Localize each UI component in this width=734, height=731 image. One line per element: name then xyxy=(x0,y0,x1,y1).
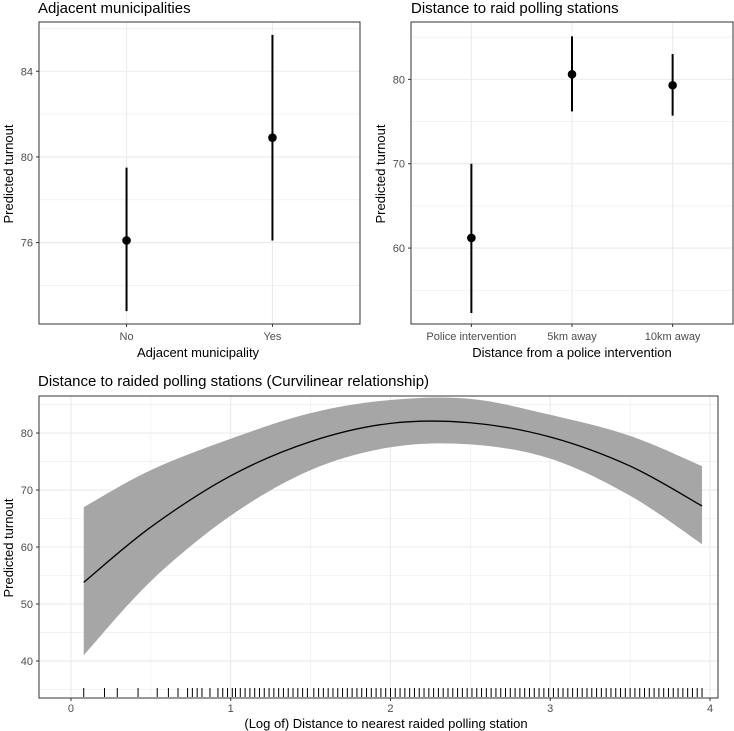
y-tick-label: 76 xyxy=(21,238,33,250)
y-tick-label: 50 xyxy=(21,599,33,611)
fit-line xyxy=(83,420,703,583)
panel-border xyxy=(38,395,719,699)
x-tick-label: 0 xyxy=(68,703,74,715)
x-tick-label: 3 xyxy=(547,703,553,715)
panel3-xlabel: (Log of) Distance to nearest raided poll… xyxy=(244,716,527,731)
data-point xyxy=(668,80,677,90)
y-tick-label: 60 xyxy=(393,243,405,255)
y-tick-label: 80 xyxy=(21,152,33,164)
x-tick-label: Yes xyxy=(263,331,281,343)
panel2-title: Distance to raid polling stations xyxy=(411,0,619,17)
data-point xyxy=(467,233,476,243)
x-tick-label: Police intervention xyxy=(426,331,516,343)
panel-adjacent-municipalities: Adjacent municipalities 76 80 84 No Yes Adja… xyxy=(1,0,361,360)
y-tick-label: 70 xyxy=(393,159,405,171)
x-tick-label: No xyxy=(120,331,134,343)
panel-border xyxy=(38,21,361,325)
data-point xyxy=(268,133,277,142)
panel-curvilinear: Distance to raided polling stations (Cur… xyxy=(1,373,719,731)
panel1-title: Adjacent municipalities xyxy=(38,0,191,17)
data-point xyxy=(567,70,577,79)
x-tick-label: 5km away xyxy=(547,331,597,343)
data-point xyxy=(122,236,131,245)
panel1-xlabel: Adjacent municipality xyxy=(137,345,260,360)
panel2-xlabel: Distance from a police intervention xyxy=(472,345,671,360)
y-tick-label: 40 xyxy=(21,656,33,668)
panel1-ylabel: Predicted turnout xyxy=(1,124,16,223)
panel2-ylabel: Predicted turnout xyxy=(373,124,388,223)
y-tick-label: 84 xyxy=(21,66,33,78)
x-tick-label: 2 xyxy=(387,703,393,715)
y-tick-label: 80 xyxy=(21,428,33,440)
panel3-ylabel: Predicted turnout xyxy=(1,498,16,597)
y-tick-label: 70 xyxy=(21,485,33,497)
panel-distance-raid-stations: Distance to raid polling stations 60 70 80… xyxy=(373,0,734,360)
x-tick-label: 10km away xyxy=(645,331,701,343)
plot-background xyxy=(39,22,360,324)
y-tick-label: 60 xyxy=(21,542,33,554)
x-tick-label: 1 xyxy=(228,703,234,715)
confidence-band xyxy=(83,397,703,656)
panel3-title: Distance to raided polling stations (Cur… xyxy=(38,373,429,390)
x-tick-label: 4 xyxy=(707,703,713,715)
y-tick-label: 80 xyxy=(393,74,405,86)
